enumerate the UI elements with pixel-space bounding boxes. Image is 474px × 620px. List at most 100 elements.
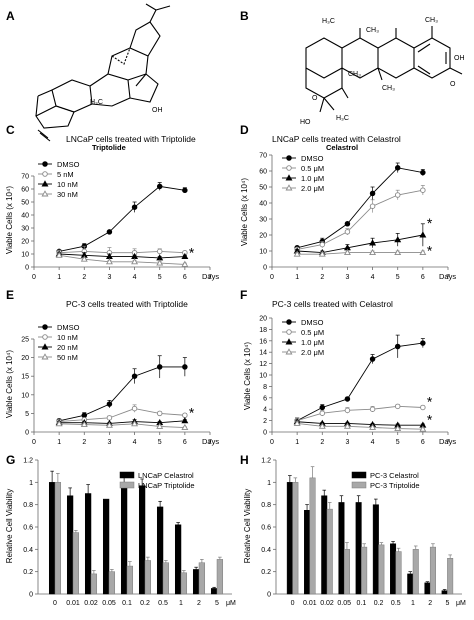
triptolide-label-ch3: H₃C xyxy=(90,99,103,106)
chart-f-data-point xyxy=(293,419,301,426)
chart-e-data-point xyxy=(106,415,113,421)
chart-c-legend-label: 10 nM xyxy=(57,180,78,189)
chart-d-data-point xyxy=(394,236,402,243)
chart-c-series-line xyxy=(59,250,185,254)
chart-d-data-point xyxy=(420,169,426,176)
chart-e-xtick-label: 0 xyxy=(32,439,36,446)
triptolide-name: Triptolide xyxy=(92,143,126,152)
panel-letter-d: D xyxy=(240,123,249,137)
chart-c-data-point xyxy=(80,255,88,262)
chart-e-legend-label: 50 nM xyxy=(57,353,78,362)
chart-e-ytick-label: 5 xyxy=(25,411,29,418)
chart-f-legend-marker xyxy=(285,348,293,355)
chart-f-ytick-label: 0 xyxy=(263,430,267,437)
chart-h-bar xyxy=(309,477,316,595)
chart-c-data-point xyxy=(156,259,164,266)
chart-g-bar xyxy=(48,482,56,595)
chart-e-series-line xyxy=(59,408,185,423)
chart-g-ytick-label: 1 xyxy=(29,480,33,487)
chart-f-data-point xyxy=(318,422,326,429)
chart-g-x-unit: μM xyxy=(226,600,236,607)
chart-d-series-line xyxy=(297,189,423,250)
chart-d-significance-star: * xyxy=(427,242,433,258)
chart-c-legend-marker xyxy=(41,180,49,187)
chart-g-ytick-label: 0 xyxy=(29,592,33,599)
chart-c-xtick-label: 5 xyxy=(158,274,162,281)
chart-f-xtick-label: 3 xyxy=(345,439,349,446)
chart-e-series-line xyxy=(59,366,185,422)
chart-e-legend-label: 10 nM xyxy=(57,333,78,342)
chart-e-data-point xyxy=(131,405,138,412)
chart-c-xtick-label: 3 xyxy=(107,274,111,281)
chart-c-data-point xyxy=(55,251,63,258)
chart-h-ytick-label: 0.8 xyxy=(261,502,271,509)
celastrol-label-7: O xyxy=(450,81,456,88)
celastrol-name: Celastrol xyxy=(326,143,358,152)
chart-d-data-point xyxy=(419,248,427,256)
celastrol-label-4: CH₃ xyxy=(348,71,361,78)
chart-e-series-line xyxy=(59,423,185,428)
panel-letter-f: F xyxy=(240,288,247,302)
chart-c-ytick-label: 60 xyxy=(21,187,29,194)
chart-d-xtick-label: 5 xyxy=(396,274,400,281)
chart-f-xtick-label: 2 xyxy=(320,439,324,446)
chart-d-legend-marker xyxy=(285,184,293,191)
chart-g-category-label: 0.5 xyxy=(158,600,168,607)
chart-f-ytick-label: 12 xyxy=(259,361,267,368)
chart-d-x-unit: Days xyxy=(439,272,456,281)
chart-d-legend-marker xyxy=(286,165,292,171)
chart-g-legend-swatch xyxy=(119,471,135,479)
chart-c-data-point xyxy=(131,258,139,265)
chart-h-ytick-label: 1 xyxy=(267,480,271,487)
chart-h-bar xyxy=(424,582,431,595)
chart-d-title: LNCaP cells treated with Celastrol xyxy=(272,134,401,144)
chart-d-data-point xyxy=(369,248,377,256)
chart-d-series-line xyxy=(297,252,423,255)
chart-d-xtick-label: 1 xyxy=(295,274,299,281)
chart-g-ytick-label: 0.4 xyxy=(23,547,33,554)
chart-c-series-line xyxy=(59,254,185,265)
chart-f-data-point xyxy=(369,423,377,430)
chart-c-series-line xyxy=(59,253,185,259)
chart-h-legend-swatch xyxy=(351,471,367,479)
chart-d-legend-label: 0.5 μM xyxy=(301,164,324,173)
chart-e-ytick-label: 10 xyxy=(21,392,29,399)
chart-c-data-point xyxy=(156,248,163,255)
chart-d-ytick-label: 60 xyxy=(259,169,267,176)
chart-g-bar xyxy=(162,562,170,595)
chart-h-bar xyxy=(407,573,414,595)
chart-c-legend-marker xyxy=(42,161,48,167)
chart-h-category-label: 2 xyxy=(428,600,432,607)
chart-f-series-line xyxy=(297,423,423,430)
chart-c-legend-marker xyxy=(42,171,48,177)
chart-d-series-line xyxy=(297,167,423,249)
chart-d-xtick-label: 3 xyxy=(345,274,349,281)
chart-e-xtick-label: 4 xyxy=(133,439,137,446)
chart-h-bar xyxy=(321,495,328,595)
chart-h-ylabel: Relative Cell Viability xyxy=(243,489,252,564)
chart-c-xtick-label: 7 xyxy=(208,274,212,281)
chart-c-data-point xyxy=(181,252,189,260)
chart-h-category-label: 0.02 xyxy=(320,600,334,607)
chart-e-data-point xyxy=(80,420,88,428)
chart-e-data-point xyxy=(131,420,139,427)
chart-f-series-line xyxy=(297,405,423,422)
chart-h-category-label: 0.2 xyxy=(374,600,384,607)
chart-d-ytick-label: 70 xyxy=(259,153,267,160)
chart-g-category-label: 0.2 xyxy=(140,600,150,607)
celastrol-label-5: CH₃ xyxy=(382,85,395,92)
chart-g-ytick-label: 0.8 xyxy=(23,502,33,509)
chart-d-legend-label: 2.0 μM xyxy=(301,184,324,193)
chart-g-bar xyxy=(84,493,92,595)
chart-g-bar xyxy=(156,506,164,595)
chart-c-data-point xyxy=(106,229,113,235)
chart-g-bar xyxy=(210,588,218,595)
chart-d-data-point xyxy=(394,192,401,198)
chart-f-ytick-label: 18 xyxy=(259,327,267,334)
chart-d-data-point xyxy=(369,203,376,209)
chart-c-series-line xyxy=(59,185,185,252)
chart-c-ytick-label: 10 xyxy=(21,252,29,259)
chart-g-ylabel: Relative Cell Viability xyxy=(5,489,14,564)
chart-d-data-point xyxy=(419,231,427,238)
